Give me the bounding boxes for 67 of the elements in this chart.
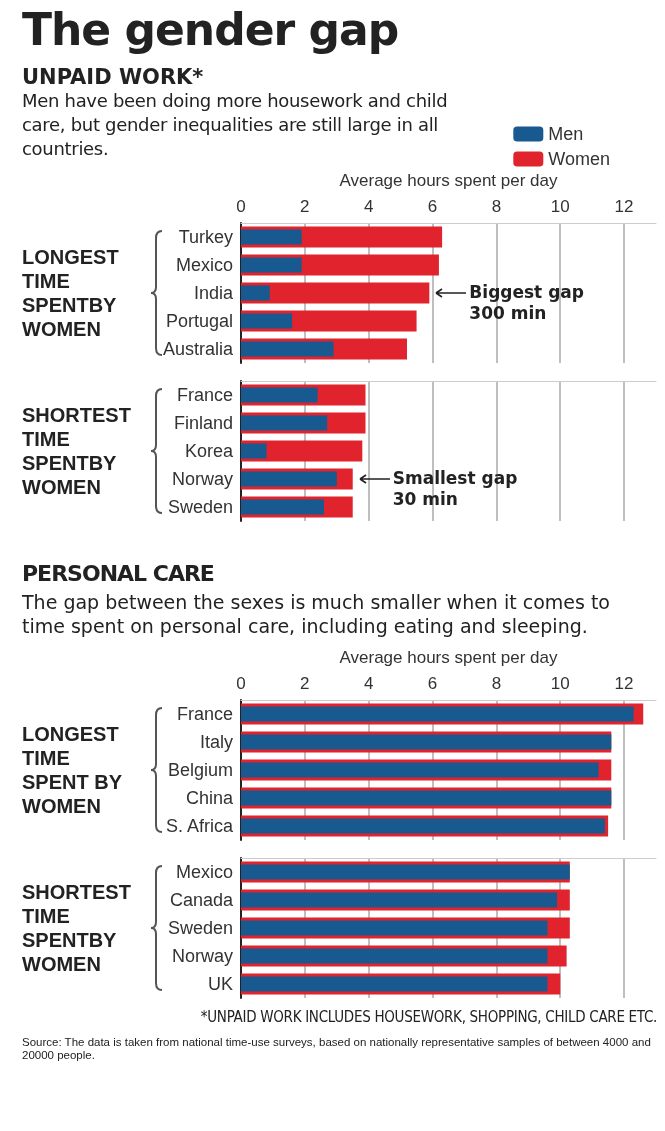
bar <box>241 920 548 936</box>
y-tick-label: Sweden <box>167 497 233 517</box>
chart-title: PERSONAL CARE <box>22 560 215 586</box>
x-tick-label: 2 <box>300 197 310 216</box>
y-tick-label: France <box>176 385 233 405</box>
x-axis-title: Average hours spent per day <box>339 171 558 190</box>
annotation: Smallest gap 30 min <box>392 468 519 510</box>
y-tick-label: Norway <box>171 946 233 966</box>
y-tick-label: S. Africa <box>165 816 234 836</box>
y-axis-title: LONGEST TIME SPENT BY WOMEN <box>22 722 123 818</box>
text: Men have been doing more housework and child care, but gender inequalities are still large in all countries. <box>22 89 449 161</box>
y-tick-label: Korea <box>184 441 234 461</box>
chart-subtitle: The gap between the sexes is much smaller when it comes to time spent on personal care, including eating and sleeping. <box>22 590 611 638</box>
y-tick-label: India <box>193 283 234 303</box>
y-tick-label: UK <box>207 974 233 994</box>
annotation: Biggest gap 300 min <box>469 282 585 324</box>
y-tick-label: France <box>176 704 233 724</box>
bar <box>241 443 267 459</box>
x-tick-label: 2 <box>300 674 310 693</box>
x-tick-label: 8 <box>491 674 502 693</box>
bar <box>241 762 599 778</box>
x-axis-title: Average hours spent per day <box>339 648 558 667</box>
x-tick-label: 12 <box>614 674 634 693</box>
bar <box>241 285 270 301</box>
bar <box>241 499 324 515</box>
x-tick-label: 12 <box>614 197 634 216</box>
x-tick-label: 0 <box>236 197 246 216</box>
chart-title: The gender gap <box>22 3 400 55</box>
y-tick-label: Mexico <box>175 862 233 882</box>
x-tick-label: 10 <box>550 197 570 216</box>
bar <box>241 387 318 403</box>
chart-subtitle: UNPAID WORK* <box>22 65 205 89</box>
y-tick-label: Norway <box>171 469 233 489</box>
y-axis-title: LONGEST TIME SPENTBY WOMEN <box>22 245 120 341</box>
y-tick-label: Mexico <box>175 255 233 275</box>
bar <box>241 341 334 357</box>
y-tick-label: Portugal <box>165 311 233 331</box>
x-tick-label: 4 <box>363 197 374 216</box>
legend-label: Women <box>548 149 611 169</box>
bar <box>241 706 634 722</box>
bar <box>241 257 302 273</box>
y-tick-label: Turkey <box>178 227 233 247</box>
y-tick-label: Finland <box>173 413 233 433</box>
bar <box>241 948 548 964</box>
legend-label: Men <box>548 124 584 144</box>
x-tick-label: 8 <box>491 197 502 216</box>
x-tick-label: 10 <box>550 674 570 693</box>
y-axis-title: SHORTEST TIME SPENTBY WOMEN <box>22 403 132 499</box>
text: *UNPAID WORK INCLUDES HOUSEWORK, SHOPPING, CHILD CARE ETC. <box>199 1008 658 1026</box>
y-tick-label: China <box>185 788 234 808</box>
source-note: Source: The data is taken from national time-use surveys, based on nationally representative samples of between 4000 and 20000 people. <box>21 1035 652 1062</box>
y-axis-title: SHORTEST TIME SPENTBY WOMEN <box>22 880 132 976</box>
x-tick-label: 4 <box>363 674 374 693</box>
y-tick-label: Sweden <box>167 918 233 938</box>
bar <box>241 976 548 992</box>
y-tick-label: Australia <box>162 339 234 359</box>
y-tick-label: Italy <box>199 732 233 752</box>
x-tick-label: 6 <box>427 674 438 693</box>
bar <box>241 415 328 431</box>
y-tick-label: Canada <box>169 890 234 910</box>
bar <box>241 471 337 487</box>
y-tick-label: Belgium <box>167 760 233 780</box>
bar <box>241 313 293 329</box>
bar <box>241 892 558 908</box>
x-tick-label: 0 <box>236 674 246 693</box>
x-tick-label: 6 <box>427 197 438 216</box>
bar <box>241 229 302 245</box>
